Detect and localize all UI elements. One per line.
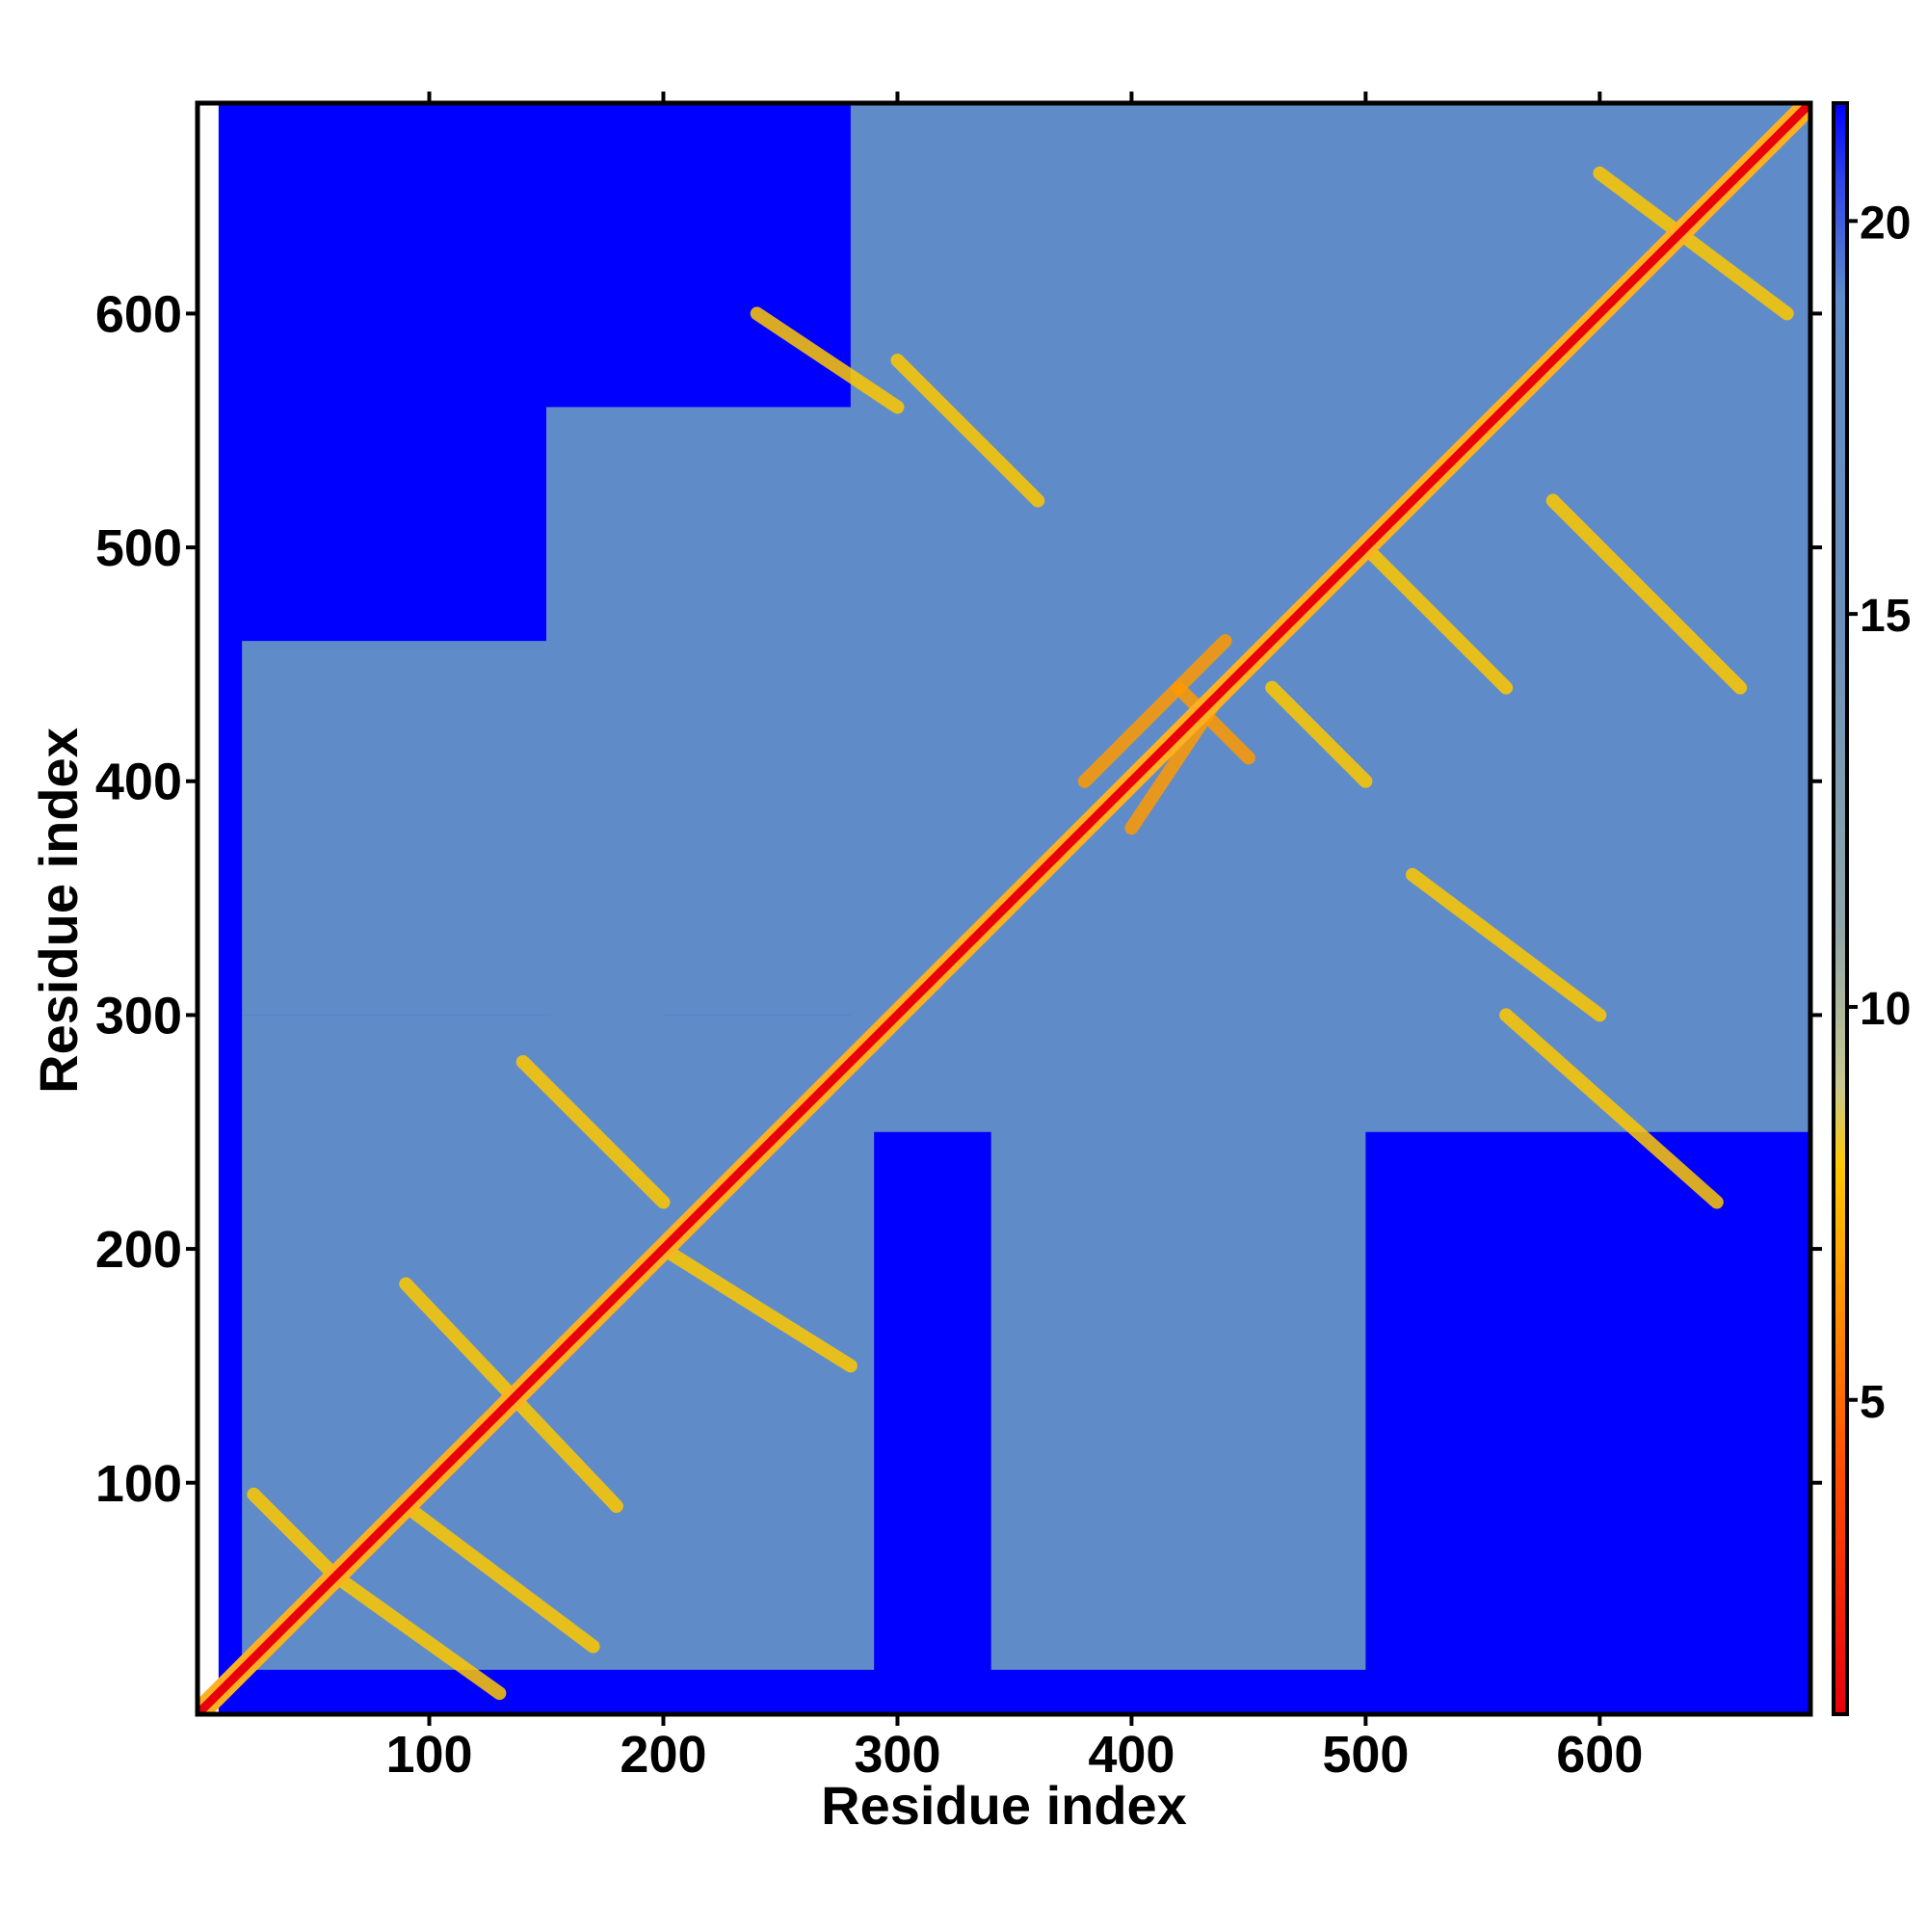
colorbar-ticks: 5 10 15 20 xyxy=(1847,198,1911,1428)
heatmap-contact-band xyxy=(1405,867,1607,1022)
heatmap-contact-band xyxy=(515,1054,671,1209)
heatmap-diagonal xyxy=(198,103,1810,1714)
x-tick-label: 500 xyxy=(1322,1726,1409,1784)
top-axis-ticks xyxy=(427,92,1602,103)
heatmap-contact-band xyxy=(1593,166,1794,321)
heatmap-contact-band xyxy=(1545,493,1748,695)
heatmap-contact-band xyxy=(890,353,1045,508)
heatmap-contact-band xyxy=(247,1487,343,1583)
heatmap-contact-band xyxy=(750,306,905,414)
heatmap-region xyxy=(242,641,664,1016)
colorbar-tick-label: 5 xyxy=(1860,1377,1886,1428)
heatmap-plot-area xyxy=(198,103,1810,1714)
x-axis-ticks: 100 200 300 400 500 600 xyxy=(385,1714,1643,1784)
heatmap-contact-band xyxy=(1359,541,1514,695)
x-tick-label: 400 xyxy=(1088,1726,1175,1784)
heatmap-contact-band xyxy=(1265,680,1373,788)
y-tick-label: 100 xyxy=(95,1455,182,1513)
colorbar-tick-label: 15 xyxy=(1860,591,1911,642)
y-tick-label: 500 xyxy=(95,519,182,577)
colorbar-scale xyxy=(1832,101,1849,1716)
y-axis-label: Residue index xyxy=(28,728,89,1094)
colorbar-tick-label: 10 xyxy=(1860,984,1911,1035)
y-axis-ticks: 100 200 300 400 500 600 xyxy=(95,285,1822,1513)
x-tick-label: 100 xyxy=(385,1726,472,1784)
x-axis-label: Residue index xyxy=(821,1775,1187,1836)
heatmap-contact-band xyxy=(399,1499,600,1654)
x-tick-label: 300 xyxy=(854,1726,940,1784)
y-tick-label: 400 xyxy=(95,754,182,811)
y-tick-label: 200 xyxy=(95,1221,182,1279)
colorbar-tick-label: 20 xyxy=(1860,198,1911,249)
x-tick-label: 200 xyxy=(620,1726,706,1784)
heatmap-contact-band xyxy=(329,1569,507,1701)
heatmap-contact-band xyxy=(1077,634,1232,788)
plot-frame xyxy=(195,100,1813,1717)
x-tick-label: 600 xyxy=(1556,1726,1643,1784)
colorbar: 5 10 15 20 xyxy=(1832,101,1911,1716)
heatmap-contact-band xyxy=(1172,680,1255,765)
heatmap-contact-band xyxy=(656,1242,858,1373)
y-tick-label: 300 xyxy=(95,987,182,1045)
y-tick-label: 600 xyxy=(95,285,182,343)
heatmap-region xyxy=(546,407,1810,1016)
heatmap-diagonal-line xyxy=(198,103,1810,1714)
heatmap-contact-band xyxy=(1499,1008,1724,1209)
